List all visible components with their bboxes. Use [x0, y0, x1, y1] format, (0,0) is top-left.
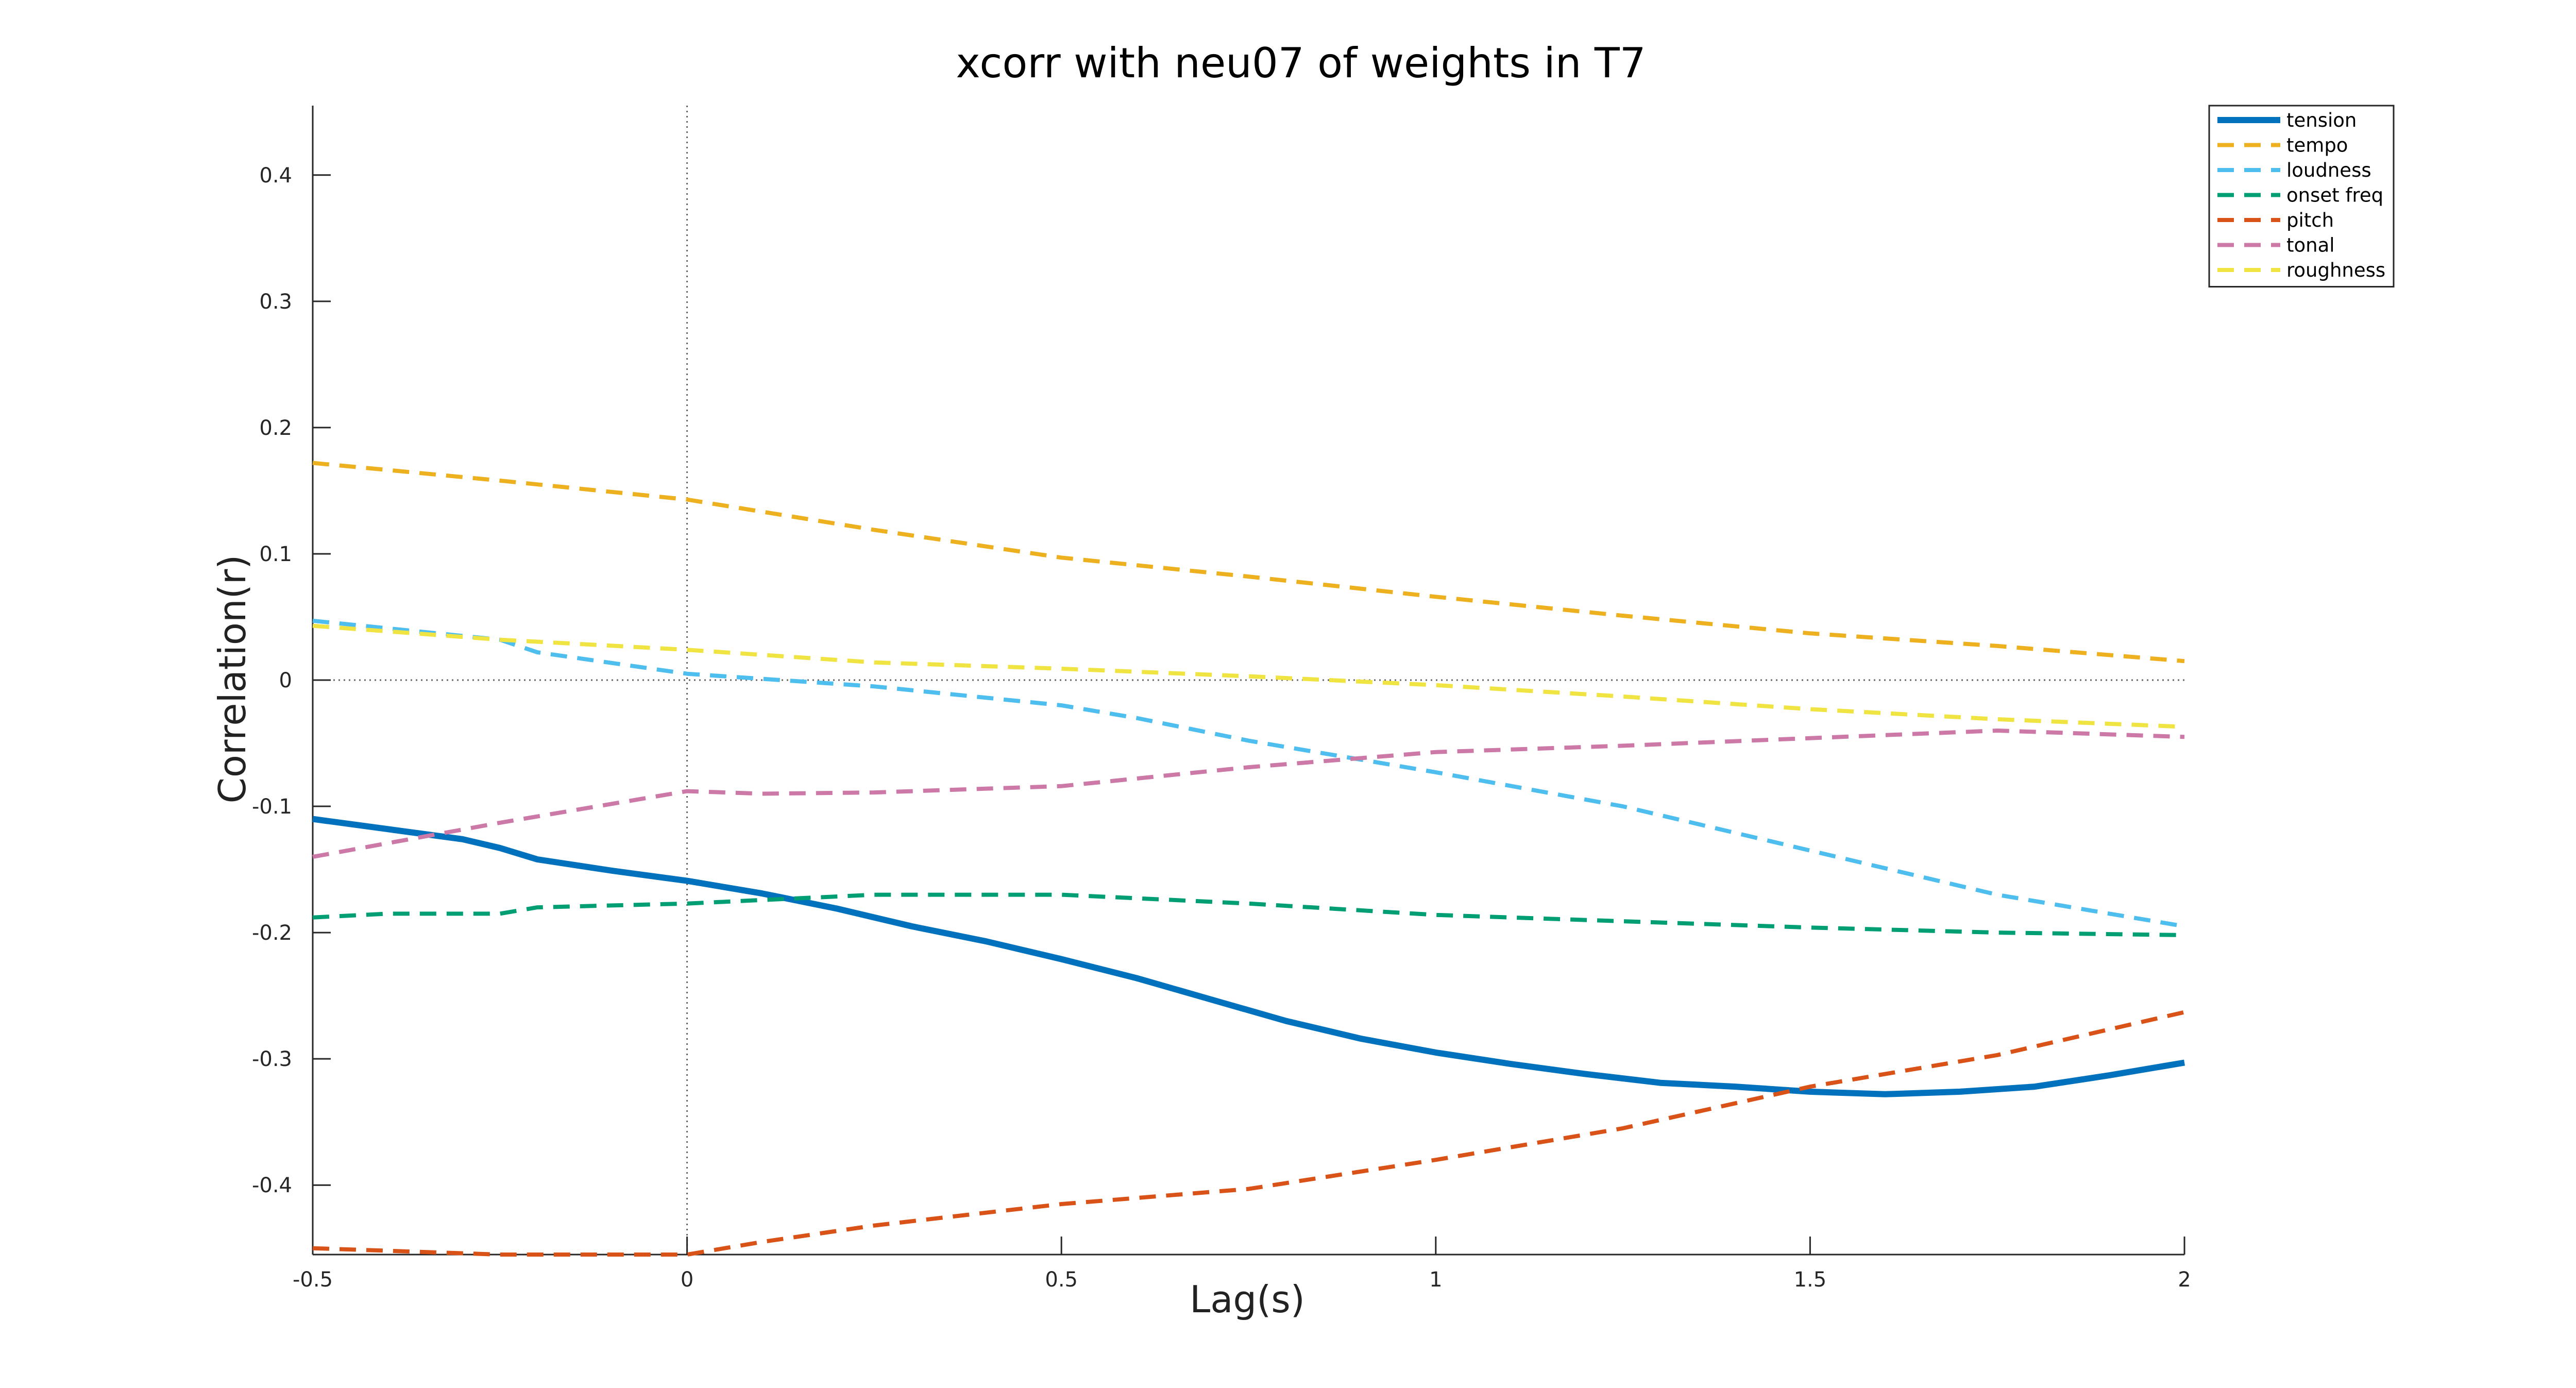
y-tick-label: -0.3 [252, 1047, 292, 1071]
y-tick-label: 0.2 [259, 416, 292, 440]
x-tick-label: 0 [681, 1268, 693, 1292]
y-tick-label: 0.4 [259, 164, 292, 188]
x-tick-label: 1 [1429, 1268, 1442, 1292]
series-line-roughness [312, 623, 2185, 729]
legend-label: tonal [2286, 234, 2335, 257]
legend-label: onset freq [2286, 184, 2383, 207]
series-line-pitch [312, 1010, 2185, 1257]
x-axis-label: Lag(s) [1190, 1278, 1305, 1321]
y-tick-label: 0.3 [259, 290, 292, 314]
legend-label: tempo [2286, 134, 2348, 157]
legend-label: pitch [2286, 209, 2334, 231]
y-tick-label: -0.4 [252, 1174, 292, 1197]
y-axis-label: Correlation(r) [211, 555, 254, 804]
legend-box [2208, 105, 2395, 287]
chart-title: xcorr with neu07 of weights in T7 [956, 39, 1646, 87]
series-line-tonal [312, 729, 2185, 859]
series-line-loudness [312, 618, 2185, 928]
x-tick-label: 2 [2178, 1268, 2191, 1292]
y-tick-label: 0 [279, 669, 292, 692]
series-line-tension [312, 816, 2185, 1097]
legend-label: tension [2286, 109, 2357, 131]
x-tick-label: 0.5 [1045, 1268, 1078, 1292]
x-tick-label: -0.5 [293, 1268, 333, 1292]
legend-label: loudness [2286, 159, 2371, 181]
x-tick-label: 1.5 [1794, 1268, 1827, 1292]
y-tick-label: -0.1 [252, 795, 292, 819]
y-tick-label: -0.2 [252, 921, 292, 945]
plot-area: -0.5 0 0.5 1 1.5 2 -0.4 -0.3 -0.2 -0.1 0 0.1 0.2 0.3 0… [252, 106, 2191, 1292]
series-line-tempo [312, 461, 2185, 664]
y-tick-label: 0.1 [259, 543, 292, 566]
legend-label: roughness [2286, 259, 2385, 281]
